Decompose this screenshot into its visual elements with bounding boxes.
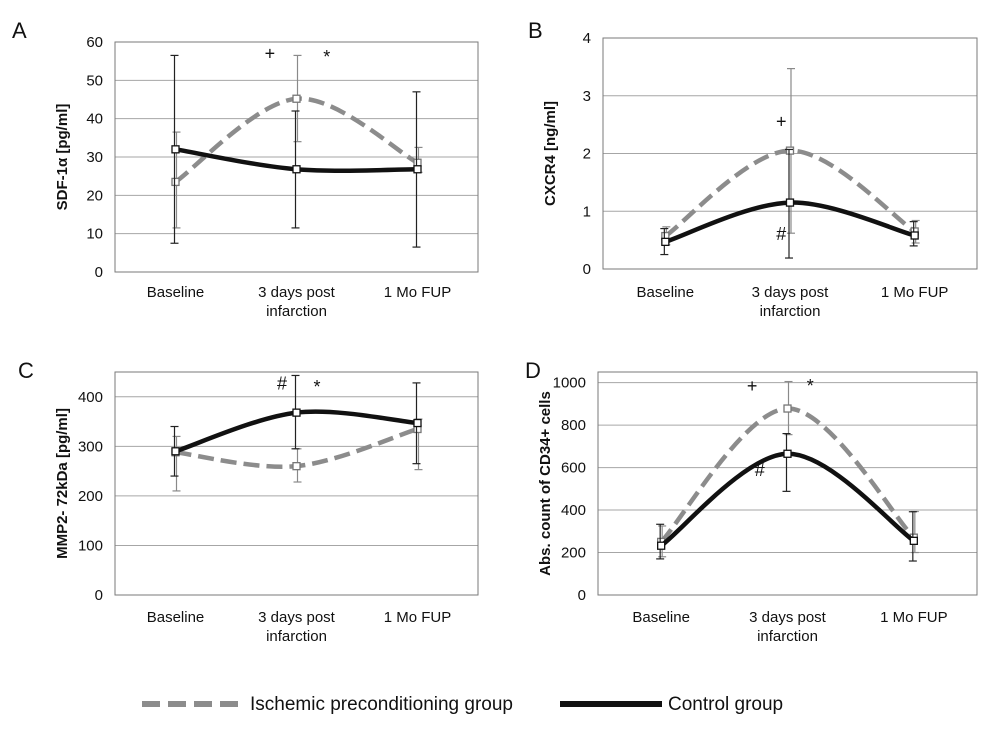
data-point-marker [292,408,301,417]
y-tick-label: 30 [86,149,103,166]
significance-mark: # [277,373,287,393]
significance-mark: + [776,112,787,132]
x-tick-label: Baseline [632,609,690,626]
x-tick-label: 3 days post infarction [258,284,336,320]
legend-label-ischemic: Ischemic preconditioning group [250,694,513,715]
y-tick-label: 60 [86,34,103,51]
data-point-marker [171,145,180,154]
y-tick-label: 600 [561,460,586,477]
y-tick-label: 50 [86,72,103,89]
series-control [170,374,422,477]
y-tick-label: 3 [583,88,591,105]
data-point-marker [171,177,180,187]
legend: Ischemic preconditioning group Control g… [142,694,783,715]
plot-area [114,371,479,596]
series-control [170,54,422,248]
y-tick-label: 300 [78,438,103,455]
y-tick-label: 400 [78,389,103,406]
plot-area [114,41,479,273]
data-point-marker [785,198,795,207]
data-point-marker [785,146,795,155]
y-tick-label: 0 [583,261,591,278]
significance-mark: * [314,377,321,397]
panel-letter: A [12,18,27,43]
data-point-marker [413,165,422,174]
y-tick-label: 10 [86,226,103,243]
data-point-marker [909,536,918,545]
x-tick-label: 1 Mo FUP [880,609,948,626]
significance-mark: # [755,460,765,480]
data-point-marker [657,541,666,550]
x-tick-label: 3 days post infarction [749,609,827,645]
x-tick-label: Baseline [147,284,205,301]
y-tick-label: 40 [86,111,103,128]
significance-mark: # [776,224,786,244]
x-tick-label: Baseline [637,284,695,301]
plot-area [597,371,978,596]
significance-mark: * [807,376,814,396]
significance-mark: + [265,43,276,63]
series-ischemic [661,68,920,246]
y-tick-label: 0 [578,587,586,604]
y-tick-label: 100 [78,537,103,554]
data-point-marker [292,165,301,174]
data-point-marker [783,449,792,458]
x-tick-label: 3 days post infarction [752,284,830,320]
y-tick-label: 200 [561,545,586,562]
series-ischemic [171,54,423,229]
x-tick-label: 1 Mo FUP [881,284,949,301]
y-tick-label: 400 [561,502,586,519]
y-tick-label: 2 [583,146,591,163]
line-control [174,409,418,454]
data-point-marker [661,237,670,247]
y-tick-label: 1 [583,203,591,220]
panel-letter: B [528,18,543,43]
y-axis-label: Abs. count of CD34+ cells [537,391,554,576]
chart-panel-b: B 0 1 2 3 4 CXCR4 [ng/ml] Baseline 3 days post in… [528,18,978,320]
y-axis-label: SDF-1α [pg/ml] [54,104,71,211]
significance-mark: + [747,376,758,396]
significance-mark: * [323,47,330,67]
y-tick-label: 200 [78,488,103,505]
data-point-marker [783,404,792,413]
y-axis-label: CXCR4 [ng/ml] [542,101,559,206]
line-ischemic [175,426,419,469]
x-tick-label: 1 Mo FUP [384,284,452,301]
series-control [656,432,918,562]
x-tick-label: 1 Mo FUP [384,609,452,626]
data-point-marker [910,231,919,240]
series-control [660,148,919,259]
x-tick-label: Baseline [147,609,205,626]
chart-panel-a: A 0 10 20 30 40 50 60 SDF-1α [pg/ml] Baseline 3 da… [12,18,479,320]
y-axis-label: MMP2- 72kDa [pg/ml] [54,408,71,559]
y-tick-label: 800 [561,417,586,434]
line-control [664,200,916,245]
y-tick-label: 20 [86,187,103,204]
data-point-marker [292,462,301,471]
panel-letter: C [18,358,34,383]
y-tick-label: 0 [95,264,103,281]
series-ischemic [171,418,423,492]
data-point-marker [292,94,301,103]
line-ischemic [659,406,916,544]
y-tick-label: 0 [95,587,103,604]
x-tick-label: 3 days post infarction [258,609,336,645]
chart-panel-c: C 0 100 200 300 400 MMP2- 72kDa [pg/ml] Baselin… [18,358,479,645]
panel-letter: D [525,358,541,383]
legend-label-control: Control group [668,694,783,715]
y-tick-label: 1000 [553,375,586,392]
y-tick-label: 4 [583,30,591,47]
data-point-marker [413,418,422,428]
series-ischemic [657,380,919,558]
data-point-marker [171,447,180,456]
plot-area [602,37,978,270]
